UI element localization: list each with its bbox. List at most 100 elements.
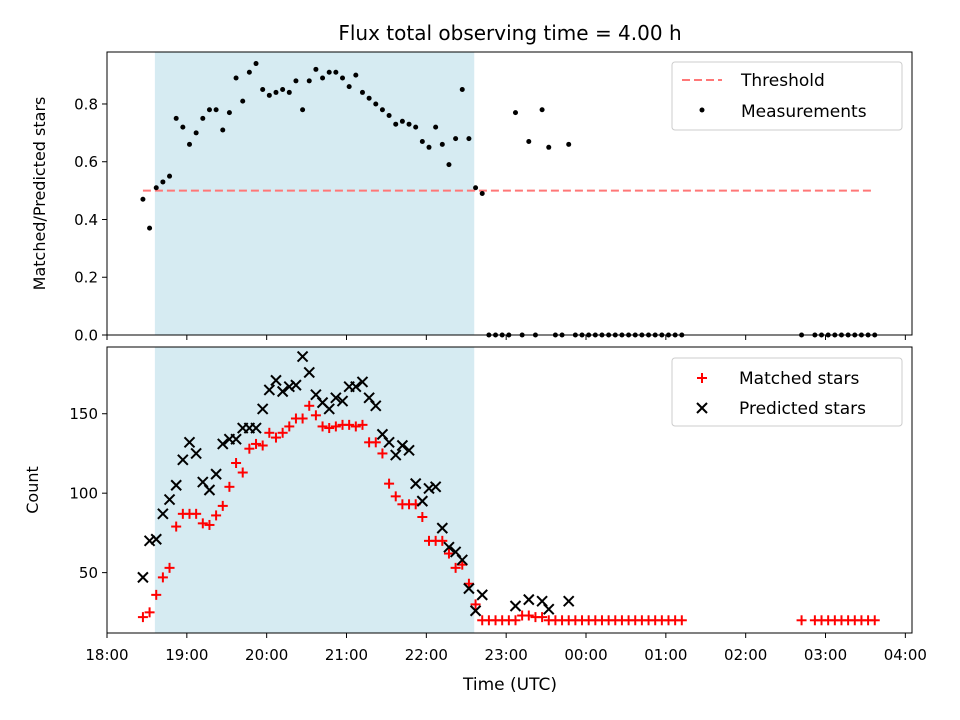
matched-star-point — [191, 508, 202, 519]
measurement-point — [240, 98, 246, 104]
measurement-point — [260, 87, 266, 93]
predicted-star-point — [323, 403, 335, 415]
measurement-point — [346, 84, 352, 90]
matched-star-point — [237, 467, 248, 478]
bottom-y-ticks: 50 100 150 — [69, 405, 107, 582]
measurement-point — [180, 124, 186, 130]
predicted-star-point — [563, 595, 575, 607]
predicted-star-point — [256, 403, 269, 415]
matched-star-point — [211, 510, 222, 521]
measurement-point — [479, 191, 485, 196]
matched-star-point — [330, 421, 341, 432]
measurement-point — [266, 92, 272, 98]
x-tick-label: 20:00 — [245, 646, 288, 664]
measurement-point — [399, 118, 405, 124]
measurement-point — [419, 139, 425, 145]
top-legend: Threshold Measurements — [671, 61, 903, 131]
predicted-star-point — [190, 447, 202, 460]
chart-title: Flux total observing time = 4.00 h — [338, 21, 681, 45]
x-tick-label: 01:00 — [644, 646, 687, 664]
top-ytick-label: 0.8 — [74, 95, 98, 113]
measurement-point — [147, 225, 153, 231]
bottom-ytick-label: 100 — [69, 485, 98, 503]
matched-star-point — [304, 400, 315, 411]
top-shaded-span — [154, 52, 475, 335]
measurement-point — [539, 107, 545, 113]
predicted-star-point — [396, 439, 409, 452]
matched-star-point — [370, 437, 381, 448]
matched-star-point — [437, 535, 448, 546]
predicted-star-point — [543, 603, 555, 615]
x-axis-label: Time (UTC) — [462, 675, 557, 695]
predicted-star-point — [436, 522, 449, 534]
matched-star-point — [344, 419, 355, 430]
predicted-star-point — [383, 436, 395, 449]
matched-star-point — [197, 518, 208, 529]
predicted-star-point — [429, 481, 442, 493]
measurement-point — [213, 107, 219, 113]
matched-star-point — [324, 423, 335, 434]
matched-star-point — [457, 559, 468, 570]
legend-predicted-label: Predicted stars — [739, 399, 866, 419]
measurement-point — [273, 89, 279, 95]
bottom-ytick-label: 50 — [79, 564, 98, 582]
bottom-panel: 50 100 150 18:00 19:00 20:00 21:00 22:00 23:00 0… — [23, 346, 927, 664]
predicted-star-point — [403, 444, 415, 456]
top-y-axis-label: Matched/Predicted stars — [30, 97, 49, 291]
predicted-star-point — [463, 582, 475, 595]
matched-star-point — [244, 443, 255, 454]
measurement-point — [326, 69, 332, 75]
x-tick-label: 02:00 — [724, 646, 767, 664]
matched-star-point — [217, 500, 228, 511]
top-x-ticks — [106, 335, 906, 340]
x-tick-label: 21:00 — [325, 646, 368, 664]
bottom-ytick-label: 150 — [69, 405, 98, 423]
bottom-y-axis-label: Count — [23, 466, 42, 514]
matched-star-point — [796, 615, 807, 626]
matched-star-point — [257, 440, 268, 451]
top-ytick-label: 0.0 — [74, 327, 98, 345]
measurement-point — [140, 196, 146, 202]
top-ytick-label: 0.4 — [74, 211, 98, 229]
matched-star-point — [284, 421, 295, 432]
matched-star-point — [137, 612, 148, 623]
measurement-point — [286, 89, 292, 95]
x-tick-label: 22:00 — [405, 646, 448, 664]
x-tick-label: 03:00 — [804, 646, 847, 664]
matched-star-point — [523, 610, 534, 621]
matched-star-point — [510, 615, 521, 626]
predicted-star-point — [177, 454, 189, 466]
predicted-star-point — [157, 508, 169, 520]
matched-star-point — [317, 421, 328, 432]
measurement-point — [153, 185, 159, 191]
top-ytick-label: 0.2 — [74, 269, 98, 287]
predicted-star-point — [283, 381, 295, 393]
matched-stars-points — [137, 400, 880, 626]
measurement-point — [433, 124, 439, 130]
measurement-point — [280, 87, 286, 93]
bottom-legend-box — [671, 357, 903, 427]
bottom-legend: Matched stars Predicted stars — [671, 357, 903, 427]
legend-matched-swatch — [697, 373, 707, 383]
measurement-point — [340, 75, 346, 81]
predicted-star-point — [370, 400, 382, 412]
legend-measurements-label: Measurements — [741, 102, 867, 122]
matched-star-point — [164, 562, 175, 573]
measurement-point — [439, 141, 445, 147]
legend-measurement-swatch — [699, 107, 705, 113]
x-tick-label: 04:00 — [884, 646, 927, 664]
legend-predicted-swatch — [696, 402, 708, 414]
predicted-star-point — [290, 379, 302, 391]
matched-star-point — [417, 512, 428, 523]
matched-star-point — [270, 432, 281, 443]
measurement-point — [373, 101, 379, 107]
bottom-plot-frame — [106, 346, 913, 634]
measurement-point — [413, 124, 419, 130]
measurement-point — [186, 141, 192, 147]
measurement-point — [446, 162, 452, 168]
legend-threshold-label: Threshold — [740, 71, 825, 91]
predicted-star-point — [183, 436, 196, 449]
x-tick-label: 19:00 — [165, 646, 208, 664]
top-y-ticks: 0.0 0.2 0.4 0.6 0.8 — [74, 95, 107, 345]
matched-star-point — [869, 615, 880, 626]
